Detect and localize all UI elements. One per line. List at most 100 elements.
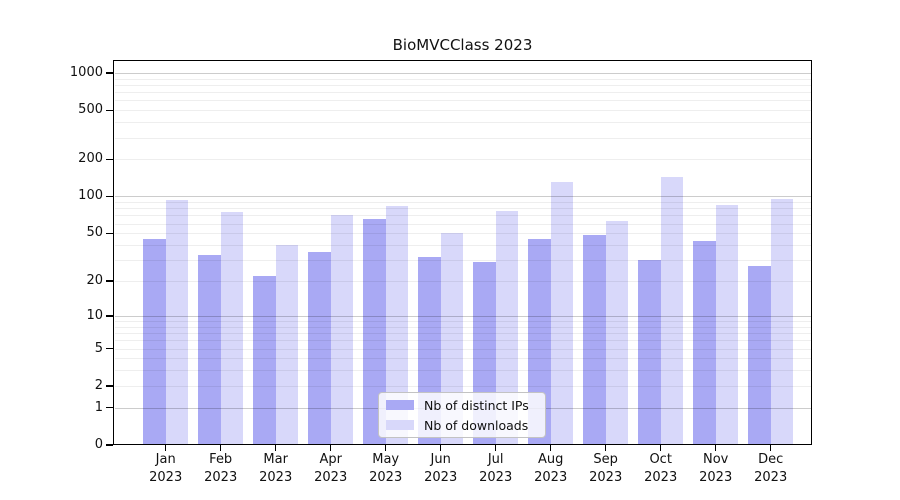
month-label: Aug bbox=[537, 452, 564, 467]
month-label: Mar bbox=[263, 452, 288, 467]
legend-swatch-ips bbox=[386, 400, 414, 410]
bar-downloads-jul bbox=[495, 211, 519, 444]
minor-gridline-8 bbox=[114, 326, 811, 328]
bar-downloads-apr bbox=[330, 214, 354, 444]
year-label: 2023 bbox=[589, 470, 623, 485]
x-tick-label-jul: Jul 2023 bbox=[468, 451, 524, 487]
minor-gridline-50 bbox=[114, 233, 811, 235]
x-tick-label-jan: Jan 2023 bbox=[138, 451, 194, 487]
bar-ips-sep bbox=[583, 235, 606, 444]
y-tick-mark-1 bbox=[106, 406, 113, 409]
bar-downloads-dec bbox=[770, 199, 794, 444]
x-tick-mark-dec bbox=[770, 445, 772, 451]
minor-gridline-2 bbox=[114, 385, 811, 387]
bar-downloads-may bbox=[385, 206, 409, 444]
x-tick-label-jun: Jun 2023 bbox=[413, 451, 469, 487]
y-tick-mark-50 bbox=[106, 232, 113, 234]
x-tick-label-nov: Nov 2023 bbox=[688, 451, 744, 487]
year-label: 2023 bbox=[644, 470, 678, 485]
month-label: Nov bbox=[703, 452, 729, 467]
legend: Nb of distinct IPs Nb of downloads bbox=[378, 392, 546, 438]
month-label: Jul bbox=[487, 452, 504, 467]
year-label: 2023 bbox=[479, 470, 513, 485]
bar-downloads-oct bbox=[660, 177, 684, 444]
x-tick-mark-jun bbox=[440, 445, 442, 451]
y-tick-label-10: 10 bbox=[86, 307, 103, 323]
minor-gridline-900 bbox=[114, 78, 811, 80]
legend-swatch-downloads bbox=[386, 420, 414, 430]
year-label: 2023 bbox=[204, 470, 238, 485]
month-label: May bbox=[372, 452, 400, 467]
minor-gridline-200 bbox=[114, 159, 811, 161]
bar-downloads-mar bbox=[275, 245, 299, 444]
year-label: 2023 bbox=[424, 470, 458, 485]
month-label: Apr bbox=[319, 452, 342, 467]
year-label: 2023 bbox=[369, 470, 403, 485]
month-label: Oct bbox=[649, 452, 672, 467]
minor-gridline-80 bbox=[114, 208, 811, 210]
x-tick-mark-nov bbox=[715, 445, 717, 451]
bar-downloads-nov bbox=[715, 205, 739, 444]
bar-ips-oct bbox=[638, 260, 661, 444]
minor-gridline-6 bbox=[114, 340, 811, 342]
y-tick-label-200: 200 bbox=[78, 151, 103, 167]
y-tick-mark-5 bbox=[106, 347, 113, 350]
minor-gridline-40 bbox=[114, 245, 811, 246]
chart-title: BioMVCClass 2023 bbox=[392, 36, 533, 54]
year-label: 2023 bbox=[259, 470, 293, 485]
legend-label-downloads: Nb of downloads bbox=[424, 417, 529, 433]
x-tick-mark-jan bbox=[165, 445, 167, 451]
y-tick-mark-500 bbox=[106, 109, 113, 111]
minor-gridline-700 bbox=[114, 92, 811, 94]
bar-ips-dec bbox=[748, 265, 771, 444]
legend-row-downloads: Nb of downloads bbox=[386, 418, 545, 433]
x-tick-label-apr: Apr 2023 bbox=[303, 451, 359, 487]
year-label: 2023 bbox=[149, 470, 183, 485]
bar-downloads-aug bbox=[550, 182, 574, 444]
y-tick-mark-200 bbox=[106, 158, 113, 161]
x-tick-mark-aug bbox=[550, 445, 552, 451]
y-tick-mark-0 bbox=[106, 444, 113, 446]
y-tick-label-0: 0 bbox=[94, 437, 103, 452]
x-tick-label-aug: Aug 2023 bbox=[523, 451, 579, 487]
minor-gridline-4 bbox=[114, 358, 811, 360]
bar-ips-apr bbox=[308, 252, 331, 444]
y-tick-label-2: 2 bbox=[94, 377, 103, 393]
x-tick-mark-oct bbox=[660, 445, 662, 451]
x-tick-label-oct: Oct 2023 bbox=[633, 451, 689, 487]
x-tick-label-sep: Sep 2023 bbox=[578, 451, 634, 487]
bar-downloads-jan bbox=[165, 200, 189, 444]
minor-gridline-800 bbox=[114, 84, 811, 86]
month-label: Jan bbox=[155, 452, 176, 467]
bar-ips-nov bbox=[693, 241, 716, 444]
bar-ips-mar bbox=[253, 276, 276, 444]
month-label: Feb bbox=[209, 452, 233, 467]
x-tick-mark-may bbox=[385, 445, 387, 451]
year-label: 2023 bbox=[754, 470, 788, 485]
x-tick-label-feb: Feb 2023 bbox=[193, 451, 249, 487]
month-label: Jun bbox=[430, 452, 451, 467]
minor-gridline-20 bbox=[114, 281, 811, 283]
bar-ips-jan bbox=[143, 238, 166, 444]
y-tick-label-100: 100 bbox=[78, 188, 103, 204]
x-tick-label-dec: Dec 2023 bbox=[743, 451, 799, 487]
x-tick-mark-sep bbox=[605, 445, 607, 451]
x-tick-label-mar: Mar 2023 bbox=[248, 451, 304, 487]
month-label: Sep bbox=[593, 452, 618, 467]
major-gridline-100 bbox=[114, 196, 811, 198]
year-label: 2023 bbox=[534, 470, 568, 485]
bar-downloads-feb bbox=[220, 211, 244, 444]
major-gridline-1000 bbox=[114, 72, 811, 74]
legend-label-ips: Nb of distinct IPs bbox=[424, 397, 529, 413]
y-tick-mark-10 bbox=[106, 315, 113, 317]
x-tick-mark-jul bbox=[495, 445, 497, 451]
year-label: 2023 bbox=[699, 470, 733, 485]
y-tick-mark-1000 bbox=[106, 72, 113, 74]
y-tick-label-500: 500 bbox=[78, 102, 103, 118]
minor-gridline-90 bbox=[114, 202, 811, 204]
minor-gridline-70 bbox=[114, 215, 811, 217]
y-tick-mark-2 bbox=[106, 385, 113, 387]
minor-gridline-300 bbox=[114, 137, 811, 139]
x-tick-mark-apr bbox=[330, 445, 332, 451]
